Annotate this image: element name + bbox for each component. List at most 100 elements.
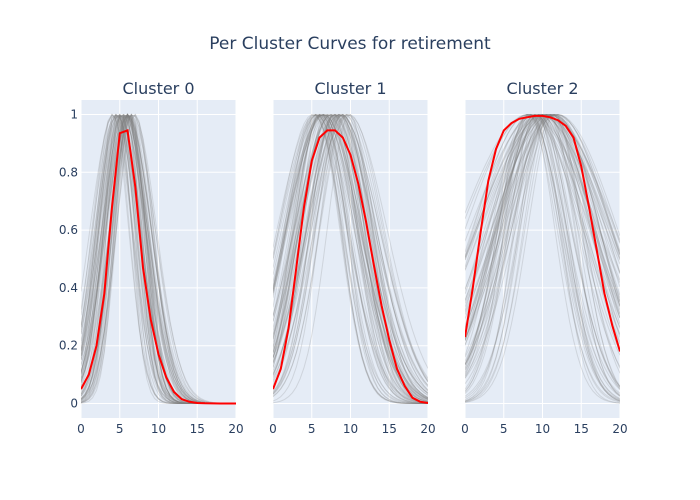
member-curve xyxy=(273,113,428,383)
mean-curve xyxy=(81,129,236,405)
member-curve xyxy=(81,114,236,404)
member-curve xyxy=(465,113,620,340)
member-curve xyxy=(273,114,428,400)
member-curve xyxy=(465,114,620,402)
member-curve xyxy=(273,114,428,404)
member-curve xyxy=(465,113,620,281)
x-tick-label: 20 xyxy=(420,422,435,436)
y-tick-label: 0.6 xyxy=(59,223,78,237)
member-curve xyxy=(273,113,428,396)
member-curve xyxy=(465,113,620,283)
x-tick-label: 10 xyxy=(151,422,166,436)
member-curve xyxy=(273,113,428,402)
member-curve xyxy=(465,114,620,397)
member-curve xyxy=(465,113,620,334)
member-curve xyxy=(465,113,620,261)
x-tick-label: 15 xyxy=(382,422,397,436)
x-tick-label: 5 xyxy=(308,422,316,436)
member-curve xyxy=(465,113,620,403)
member-curve xyxy=(273,114,428,404)
member-curve xyxy=(273,114,428,400)
x-tick-label: 15 xyxy=(574,422,589,436)
member-curve xyxy=(273,113,428,396)
gridlines xyxy=(80,100,237,418)
member-curve xyxy=(465,113,620,385)
member-curve xyxy=(465,114,620,399)
panel-title: Cluster 2 xyxy=(506,79,578,98)
member-curve xyxy=(273,113,428,403)
member-curve xyxy=(273,114,428,369)
member-curve xyxy=(273,114,428,403)
x-tick-label: 0 xyxy=(461,422,469,436)
member-curve xyxy=(273,113,428,404)
member-curve xyxy=(465,114,620,319)
mean-curve xyxy=(273,129,428,404)
panel-title: Cluster 0 xyxy=(122,79,194,98)
member-curve xyxy=(273,114,428,386)
member-curve xyxy=(465,114,620,387)
member-curve xyxy=(465,113,620,301)
y-tick-label: 0.2 xyxy=(59,339,78,353)
member-curve xyxy=(465,113,620,343)
member-curve xyxy=(465,113,620,394)
x-tick-label: 0 xyxy=(269,422,277,436)
member-curve xyxy=(273,114,428,399)
member-curve xyxy=(465,114,620,270)
member-curve xyxy=(273,114,428,404)
member-curve xyxy=(465,114,620,404)
member-curve xyxy=(465,113,620,335)
member-curve xyxy=(273,113,428,398)
panel-0: Cluster 0 0 5 10 15 20 0 0.2 0.4 0.6 0.8 1 xyxy=(59,79,244,436)
member-curve xyxy=(273,113,428,394)
member-curve xyxy=(465,114,620,401)
member-curve xyxy=(273,113,428,399)
member-curve xyxy=(465,114,620,365)
member-curve xyxy=(465,113,620,402)
y-tick-label: 1 xyxy=(70,107,78,121)
member-curve xyxy=(273,114,428,404)
member-curve xyxy=(465,114,620,371)
member-curve xyxy=(465,113,620,396)
member-curve xyxy=(273,113,428,404)
member-curve xyxy=(273,114,428,382)
member-curve xyxy=(273,114,428,382)
member-curve xyxy=(273,114,428,404)
member-curve xyxy=(465,113,620,366)
chart-title: Per Cluster Curves for retirement xyxy=(209,34,491,54)
x-tick-label: 5 xyxy=(116,422,124,436)
member-curve xyxy=(273,113,428,400)
member-curve xyxy=(465,114,620,404)
member-curve xyxy=(465,113,620,358)
member-curve xyxy=(273,113,428,399)
member-curve xyxy=(273,113,428,386)
member-curve xyxy=(273,114,428,404)
member-curve xyxy=(273,114,428,404)
member-curve xyxy=(273,113,428,404)
member-curve xyxy=(465,113,620,401)
member-curve xyxy=(273,113,428,399)
member-curve xyxy=(273,113,428,404)
panel-2: Cluster 2 0 5 10 15 20 xyxy=(461,79,627,436)
member-curve xyxy=(465,113,620,356)
member-curve xyxy=(273,114,428,404)
member-curve xyxy=(465,113,620,390)
member-curve xyxy=(465,114,620,338)
member-curve xyxy=(273,114,428,392)
member-curve xyxy=(465,114,620,403)
member-curve xyxy=(273,114,428,403)
member-curve xyxy=(465,113,620,298)
member-curve xyxy=(465,113,620,304)
member-curve xyxy=(273,113,428,399)
member-curve xyxy=(273,114,428,404)
x-tick-label: 20 xyxy=(612,422,627,436)
y-tick-label: 0.8 xyxy=(59,165,78,179)
member-curve xyxy=(273,114,428,391)
member-curve xyxy=(465,114,620,397)
mean-curve xyxy=(465,114,620,352)
gridlines xyxy=(272,100,429,418)
x-tick-label: 10 xyxy=(535,422,550,436)
member-curve xyxy=(465,113,620,366)
member-curve xyxy=(465,113,620,306)
member-curve xyxy=(273,113,428,394)
